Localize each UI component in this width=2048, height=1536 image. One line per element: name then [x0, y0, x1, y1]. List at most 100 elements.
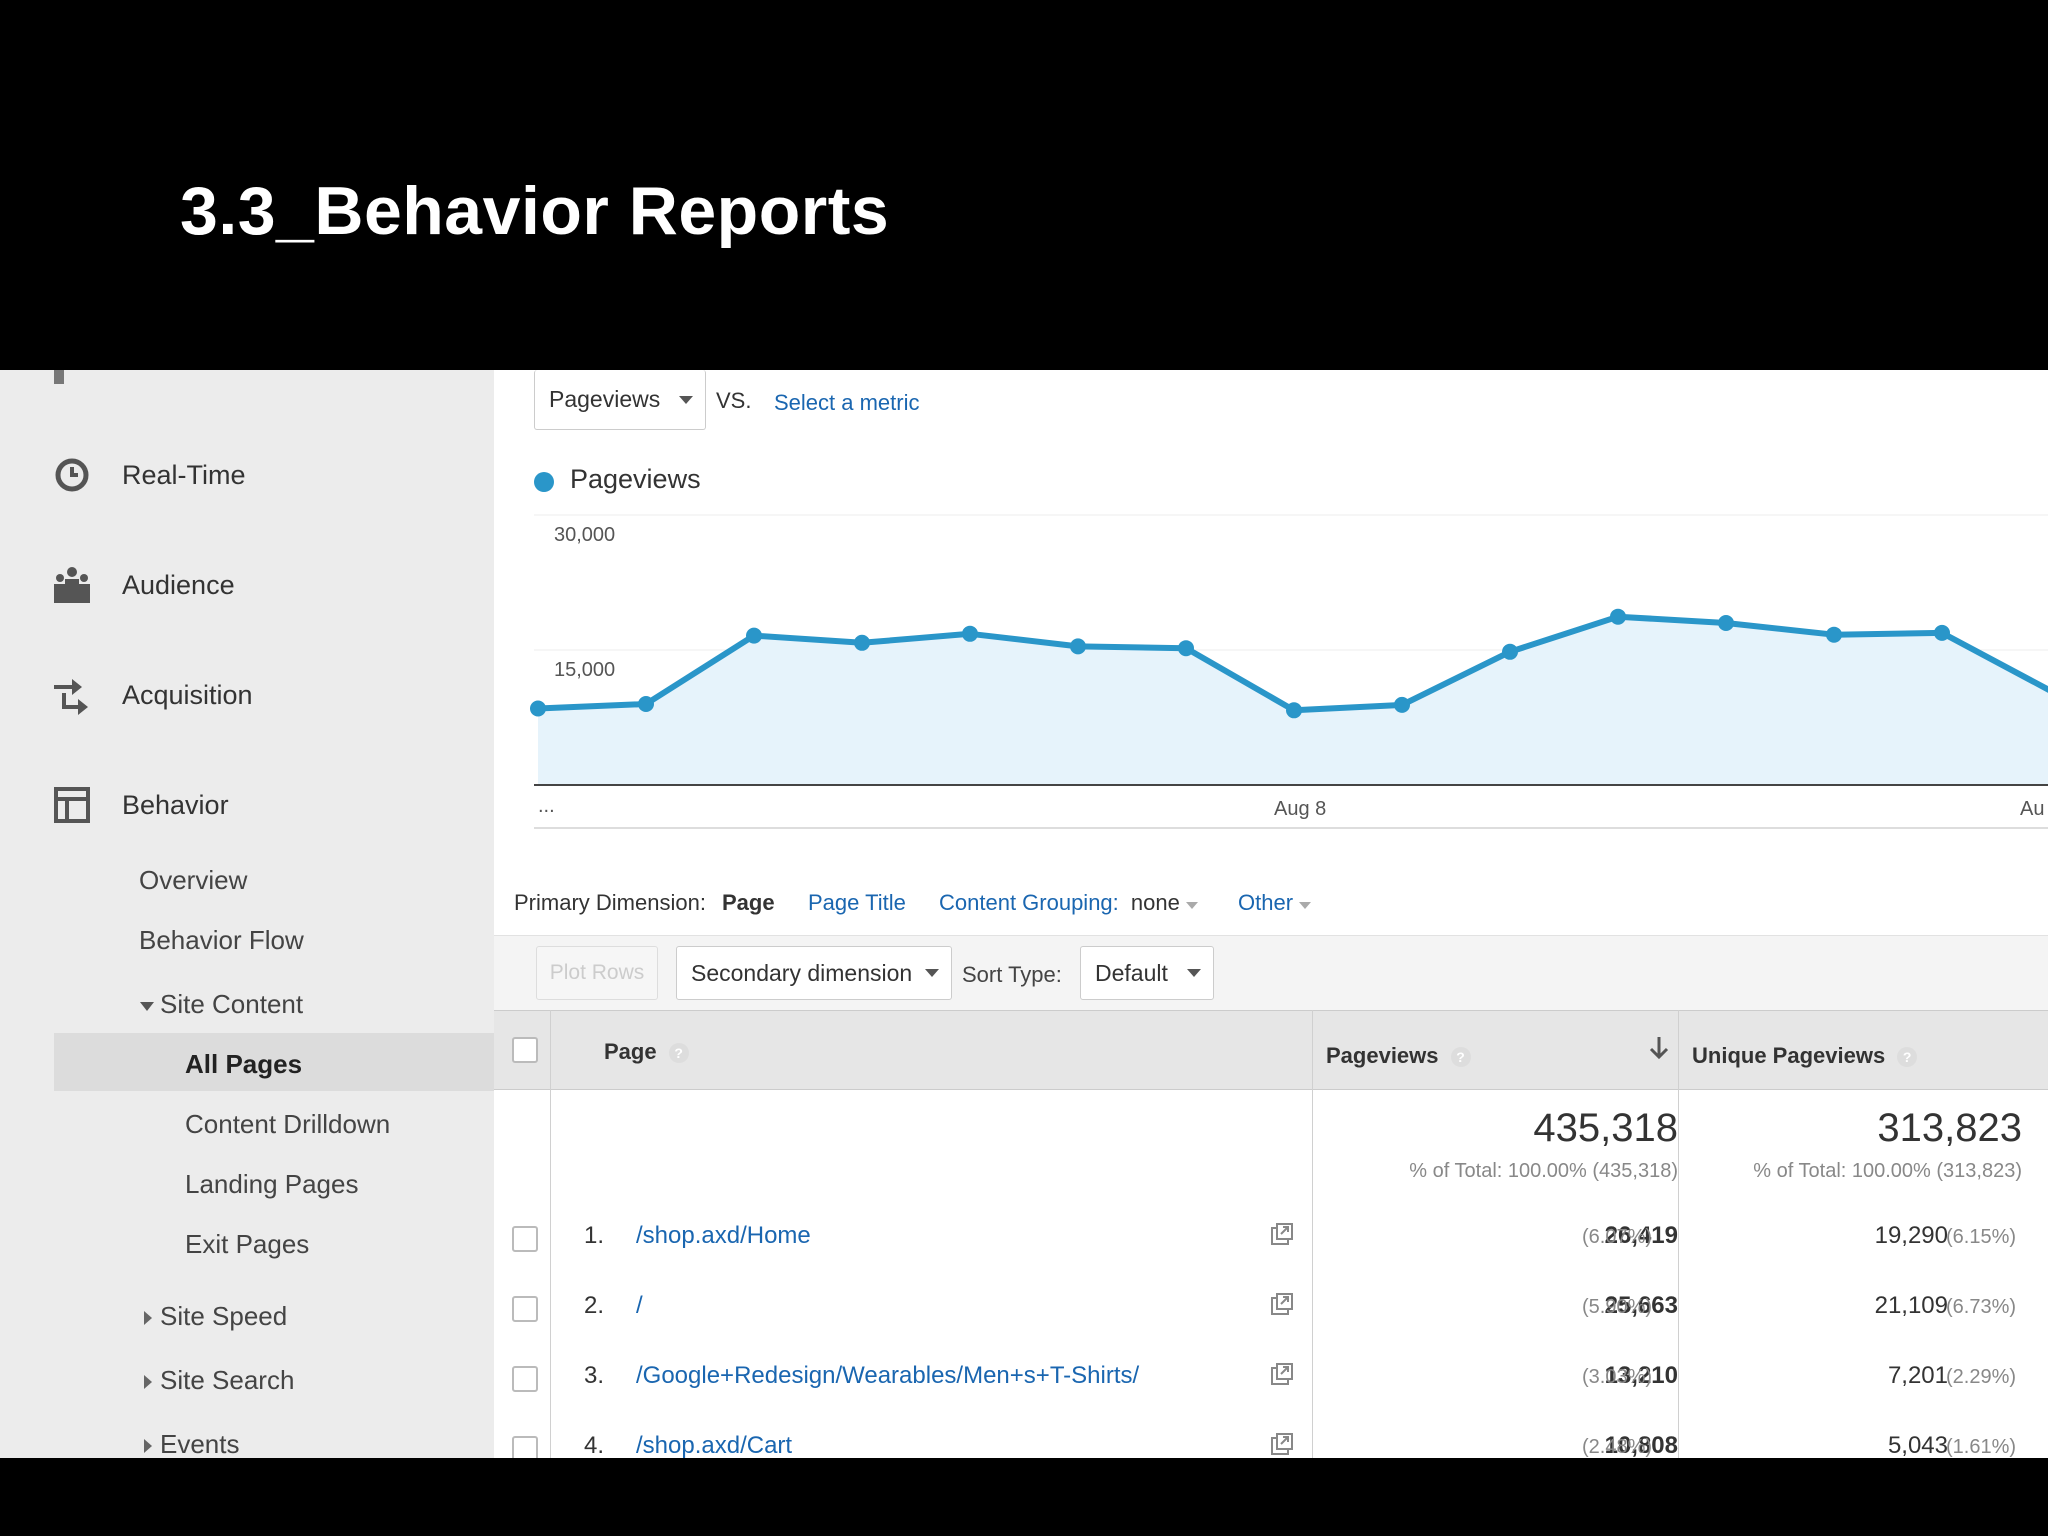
- row-number: 2.: [584, 1292, 605, 1319]
- row-checkbox[interactable]: [512, 1296, 538, 1322]
- row-unique-percent: (6.15%): [1946, 1226, 2017, 1248]
- help-icon[interactable]: ?: [1450, 1047, 1471, 1068]
- chart-area-fill: [538, 616, 2048, 785]
- dimension-other[interactable]: Other: [1238, 890, 1312, 916]
- sidebar-item-exit-pages[interactable]: Exit Pages: [185, 1229, 310, 1259]
- secondary-dimension-dropdown[interactable]: Secondary dimension: [676, 946, 952, 1000]
- totals-row: 435,318 % of Total: 100.00% (435,318) 31…: [494, 1090, 2048, 1203]
- sidebar-item-overview[interactable]: Overview: [139, 865, 248, 895]
- slide-title: 3.3_Behavior Reports: [180, 173, 890, 249]
- sidebar-item-site-content[interactable]: Site Content: [140, 989, 303, 1020]
- data-point[interactable]: [1826, 626, 1842, 643]
- row-unique-pageviews: 5,043: [1887, 1432, 1948, 1458]
- data-points: [530, 608, 1950, 719]
- metric-dropdown[interactable]: Pageviews: [534, 370, 706, 430]
- data-point[interactable]: [1394, 696, 1410, 713]
- column-divider: [550, 1010, 551, 1458]
- sidebar-item-all-pages[interactable]: All Pages: [185, 1049, 303, 1079]
- data-point[interactable]: [746, 627, 762, 644]
- column-header-pageviews[interactable]: Pageviews?: [1326, 1043, 1471, 1069]
- legend-label[interactable]: Pageviews: [570, 464, 701, 494]
- y-tick-label: 30,000: [554, 524, 615, 546]
- x-axis-label: Au: [2020, 798, 2044, 820]
- data-point[interactable]: [1286, 702, 1302, 719]
- row-pageviews-percent: (6.07%): [1582, 1226, 1653, 1248]
- table-header: Page? Pageviews? Unique Pageviews?: [494, 1010, 2048, 1090]
- row-pageviews-percent: (2.48%): [1582, 1436, 1653, 1458]
- help-icon[interactable]: ?: [1897, 1047, 1918, 1068]
- sidebar-item-real-time[interactable]: Real-Time: [52, 450, 246, 500]
- column-header-label: Unique Pageviews: [1692, 1043, 1886, 1068]
- column-header-page[interactable]: Page?: [604, 1039, 689, 1065]
- sidebar-item-behavior[interactable]: Behavior: [52, 780, 229, 830]
- sidebar-item-site-search[interactable]: Site Search: [144, 1365, 294, 1396]
- sort-type-label: Sort Type:: [962, 962, 1062, 987]
- help-icon[interactable]: ?: [668, 1043, 689, 1064]
- external-link-icon[interactable]: [1270, 1432, 1294, 1456]
- sidebar-item-label: Behavior: [122, 789, 229, 820]
- sort-type-value: Default: [1095, 959, 1168, 986]
- legend-dot-icon: [534, 472, 554, 492]
- row-checkbox[interactable]: [512, 1436, 538, 1458]
- data-point[interactable]: [1178, 640, 1194, 657]
- sidebar-item-label: Audience: [122, 569, 235, 600]
- row-unique-pageviews: 21,109: [1874, 1292, 1948, 1319]
- expand-down-icon: [140, 1001, 154, 1011]
- column-header-label: Pageviews: [1326, 1043, 1439, 1068]
- external-link-icon[interactable]: [1270, 1222, 1294, 1246]
- data-point[interactable]: [854, 634, 870, 651]
- dimension-page[interactable]: Page: [722, 890, 775, 915]
- sidebar-item-behavior-flow[interactable]: Behavior Flow: [139, 925, 304, 955]
- data-point[interactable]: [1070, 638, 1086, 655]
- sidebar-item-landing-pages[interactable]: Landing Pages: [185, 1169, 359, 1199]
- dimension-content-grouping[interactable]: Content Grouping: none: [939, 890, 1198, 916]
- data-point[interactable]: [530, 700, 546, 717]
- clock-icon: [52, 455, 92, 495]
- sidebar-item-content-drilldown[interactable]: Content Drilldown: [185, 1109, 391, 1139]
- external-link-icon[interactable]: [1270, 1292, 1294, 1316]
- dimension-page-title[interactable]: Page Title: [808, 890, 906, 915]
- row-page-link[interactable]: /shop.axd/Cart: [636, 1432, 793, 1458]
- data-point[interactable]: [1610, 608, 1626, 625]
- row-page-link[interactable]: /Google+Redesign/Wearables/Men+s+T-Shirt…: [636, 1362, 1140, 1389]
- sidebar-item-label: Events: [160, 1429, 240, 1458]
- secondary-dimension-label: Secondary dimension: [691, 959, 913, 986]
- data-point[interactable]: [962, 625, 978, 642]
- x-axis-label: Aug 8: [1274, 798, 1326, 820]
- table-row: 2. / 25,663 (5.90%) 21,109 (6.73%): [494, 1272, 2048, 1343]
- data-point[interactable]: [638, 696, 654, 712]
- select-all-checkbox[interactable]: [512, 1037, 538, 1063]
- row-unique-pageviews: 7,201: [1887, 1362, 1948, 1389]
- pageviews-chart: 30,000 15,000 ... Aug 8 Au: [530, 514, 2048, 829]
- sidebar-item-acquisition[interactable]: Acquisition: [52, 670, 253, 720]
- column-header-unique-pageviews[interactable]: Unique Pageviews?: [1692, 1043, 1918, 1069]
- table-toolbar: Plot Rows Secondary dimension Sort Type:…: [494, 935, 2048, 1016]
- expand-right-icon: [144, 1439, 152, 1454]
- row-checkbox[interactable]: [512, 1226, 538, 1252]
- sort-type-dropdown[interactable]: Default: [1080, 946, 1214, 1000]
- plot-rows-button[interactable]: Plot Rows: [536, 946, 658, 1000]
- row-page-link[interactable]: /shop.axd/Home: [636, 1222, 811, 1249]
- chevron-down-icon: [1299, 902, 1312, 909]
- select-metric-link[interactable]: Select a metric: [774, 390, 920, 415]
- external-link-icon[interactable]: [1270, 1362, 1294, 1386]
- data-point[interactable]: [1502, 643, 1518, 660]
- total-pageviews-percent: % of Total: 100.00% (435,318): [1409, 1160, 1678, 1182]
- data-point[interactable]: [1718, 615, 1734, 631]
- row-checkbox[interactable]: [512, 1366, 538, 1392]
- table-row: 1. /shop.axd/Home 26,419 (6.07%) 19,290 …: [494, 1202, 2048, 1273]
- sidebar-item-audience[interactable]: Audience: [52, 560, 235, 610]
- sidebar-item-site-speed[interactable]: Site Speed: [144, 1301, 287, 1332]
- primary-dimension-label: Primary Dimension:: [514, 890, 706, 915]
- chevron-down-icon: [925, 969, 939, 977]
- column-header-label: Page: [604, 1039, 657, 1064]
- table-row: 3. /Google+Redesign/Wearables/Men+s+T-Sh…: [494, 1342, 2048, 1413]
- sort-descending-icon[interactable]: [1648, 1035, 1670, 1066]
- analytics-screen: Real-Time Audience Acquisition Behavior …: [0, 370, 2048, 1458]
- expand-right-icon: [144, 1375, 152, 1390]
- data-point[interactable]: [1934, 624, 1950, 641]
- row-page-link[interactable]: /: [636, 1292, 643, 1319]
- selected-highlight: [54, 1033, 494, 1091]
- row-number: 1.: [584, 1222, 605, 1249]
- sidebar-item-events[interactable]: Events: [144, 1429, 240, 1458]
